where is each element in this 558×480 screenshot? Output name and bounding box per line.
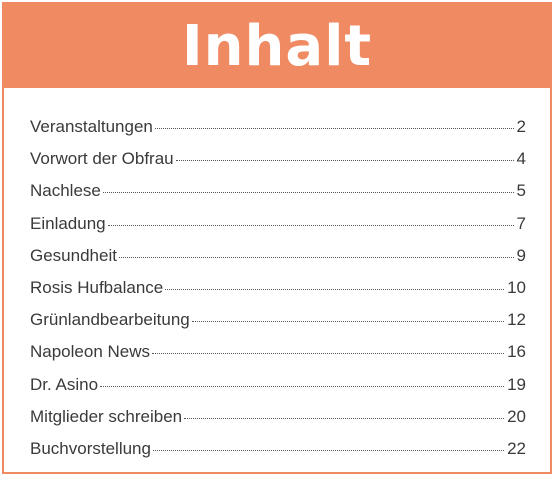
toc-entry-label: Grünlandbearbeitung bbox=[30, 310, 190, 330]
toc-entry-label: Vorwort der Obfrau bbox=[30, 149, 174, 169]
toc-entry-page: 7 bbox=[516, 213, 526, 233]
toc-entry-nachlese[interactable]: Nachlese 5 bbox=[30, 181, 526, 213]
toc-entry-einladung[interactable]: Einladung 7 bbox=[30, 214, 526, 246]
header-banner: Inhalt bbox=[4, 4, 550, 88]
toc-entry-page: 16 bbox=[507, 342, 526, 362]
dot-leader bbox=[175, 160, 514, 162]
toc-entry-dr-asino[interactable]: Dr. Asino 19 bbox=[30, 375, 526, 407]
toc-frame: Inhalt Veranstaltungen 2 Vorwort der Obf… bbox=[2, 2, 552, 474]
toc-entry-mitglieder[interactable]: Mitglieder schreiben 20 bbox=[30, 407, 526, 439]
dot-leader bbox=[102, 192, 514, 194]
toc-entry-page: 10 bbox=[507, 277, 526, 297]
toc-entry-page: 5 bbox=[516, 181, 526, 201]
toc-entry-vorwort[interactable]: Vorwort der Obfrau 4 bbox=[30, 149, 526, 181]
toc-entry-page: 19 bbox=[507, 374, 526, 394]
dot-leader bbox=[154, 128, 514, 129]
dot-leader bbox=[184, 417, 505, 419]
toc-entry-label: Gesundheit bbox=[30, 245, 117, 265]
toc-entry-page: 12 bbox=[507, 310, 526, 330]
dot-leader bbox=[152, 449, 505, 451]
toc-entry-page: 22 bbox=[507, 438, 526, 458]
dot-leader bbox=[165, 288, 505, 290]
toc-entry-label: Dr. Asino bbox=[30, 374, 99, 394]
toc-entry-gruenland[interactable]: Grünlandbearbeitung 12 bbox=[30, 310, 526, 342]
toc-entry-hufbalance[interactable]: Rosis Hufbalance 10 bbox=[30, 278, 526, 310]
toc-entry-napoleon[interactable]: Napoleon News 16 bbox=[30, 342, 526, 374]
toc-entry-label: Mitglieder schreiben bbox=[30, 406, 183, 426]
toc-entry-veranstaltungen[interactable]: Veranstaltungen 2 bbox=[30, 117, 526, 149]
toc-entry-label: Nachlese bbox=[30, 181, 101, 201]
toc-entry-page: 20 bbox=[507, 406, 526, 426]
table-of-contents: Veranstaltungen 2 Vorwort der Obfrau 4 N… bbox=[30, 117, 526, 471]
dot-leader bbox=[107, 224, 514, 226]
dot-leader bbox=[100, 385, 505, 387]
toc-entry-page: 4 bbox=[516, 149, 526, 169]
toc-entry-gesundheit[interactable]: Gesundheit 9 bbox=[30, 246, 526, 278]
dot-leader bbox=[152, 353, 505, 355]
dot-leader bbox=[191, 321, 505, 323]
toc-entry-label: Rosis Hufbalance bbox=[30, 277, 164, 297]
toc-entry-label: Buchvorstellung bbox=[30, 438, 151, 458]
dot-leader bbox=[118, 256, 514, 258]
toc-entry-label: Napoleon News bbox=[30, 342, 151, 362]
toc-entry-page: 2 bbox=[516, 117, 526, 136]
toc-entry-buchvorstellung[interactable]: Buchvorstellung 22 bbox=[30, 439, 526, 471]
toc-entry-label: Veranstaltungen bbox=[30, 117, 153, 136]
toc-entry-page: 9 bbox=[516, 245, 526, 265]
page-title: Inhalt bbox=[181, 14, 373, 79]
toc-entry-label: Einladung bbox=[30, 213, 106, 233]
